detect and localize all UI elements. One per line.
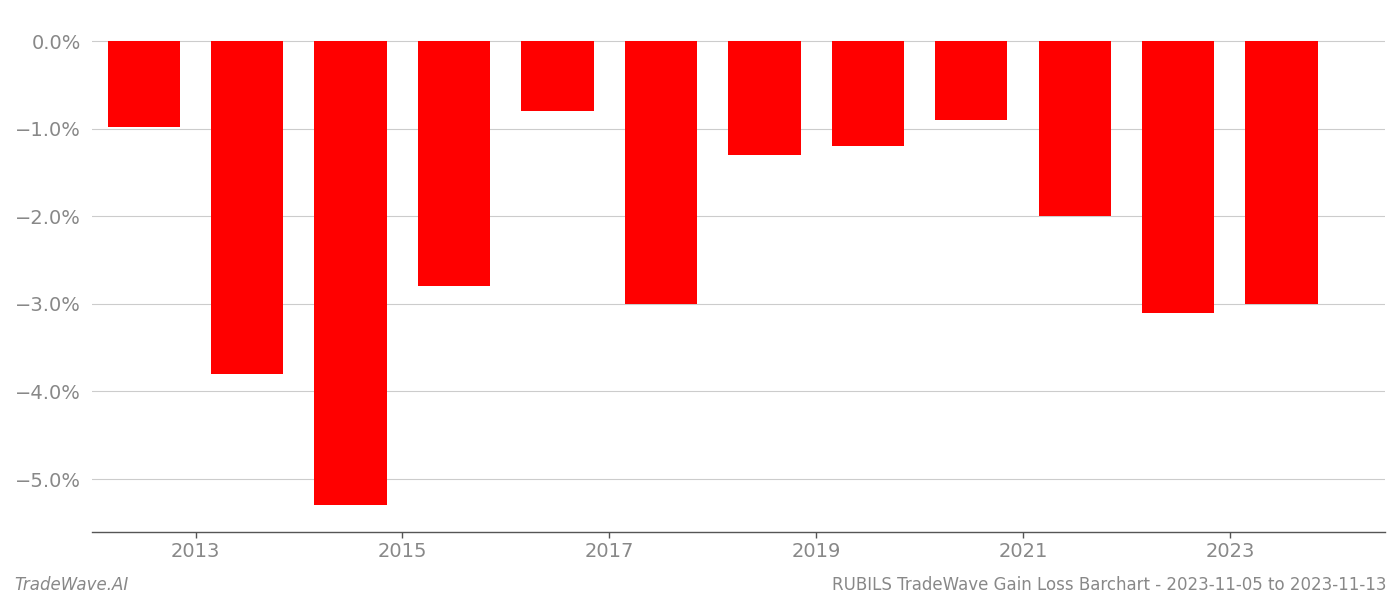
Bar [728, 41, 801, 155]
Bar [1142, 41, 1214, 313]
Bar [832, 41, 904, 146]
Bar [1246, 41, 1317, 304]
Bar [419, 41, 490, 286]
Bar [521, 41, 594, 112]
Bar [935, 41, 1008, 120]
Text: RUBILS TradeWave Gain Loss Barchart - 2023-11-05 to 2023-11-13: RUBILS TradeWave Gain Loss Barchart - 20… [832, 576, 1386, 594]
Bar [624, 41, 697, 304]
Bar [211, 41, 283, 374]
Bar [108, 41, 181, 127]
Bar [315, 41, 386, 505]
Text: TradeWave.AI: TradeWave.AI [14, 576, 129, 594]
Bar [1039, 41, 1112, 217]
